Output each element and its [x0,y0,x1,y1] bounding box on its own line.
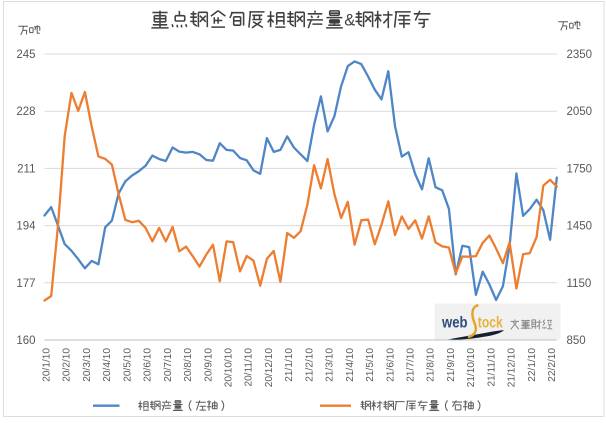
svg-text:20/11/10: 20/11/10 [244,348,255,387]
svg-text:1450: 1450 [567,221,593,233]
svg-text:tock: tock [478,314,503,331]
svg-text:2050: 2050 [567,106,593,118]
svg-text:20/5/10: 20/5/10 [122,348,133,382]
svg-text:21/5/10: 21/5/10 [365,348,376,382]
svg-text:21/2/10: 21/2/10 [304,348,315,382]
svg-text:1150: 1150 [567,278,592,290]
svg-text:20/10/10: 20/10/10 [224,348,235,388]
svg-text:21/12/10: 21/12/10 [507,348,518,388]
svg-text:20/12/10: 20/12/10 [264,348,275,388]
svg-text:21/9/10: 21/9/10 [446,348,457,382]
svg-text:160: 160 [16,335,35,347]
svg-text:&: & [344,12,355,30]
svg-text:20/1/10: 20/1/10 [42,348,53,382]
svg-text:211: 211 [17,163,35,175]
svg-text:20/3/10: 20/3/10 [82,348,93,382]
svg-text:1750: 1750 [567,163,593,175]
svg-text:177: 177 [16,278,35,290]
svg-text:21/7/10: 21/7/10 [406,348,417,382]
svg-text:194: 194 [16,221,36,233]
svg-text:21/3/10: 21/3/10 [325,348,336,382]
svg-text:21/11/10: 21/11/10 [486,348,497,387]
svg-text:20/6/10: 20/6/10 [143,348,154,382]
svg-text:20/4/10: 20/4/10 [102,348,113,382]
svg-text:21/1/10: 21/1/10 [284,348,295,382]
svg-text:20/8/10: 20/8/10 [183,348,194,382]
svg-text:22/1/10: 22/1/10 [527,348,538,382]
svg-text:245: 245 [16,49,35,61]
svg-text:22/2/10: 22/2/10 [547,348,558,382]
svg-text:21/6/10: 21/6/10 [385,348,396,382]
svg-text:228: 228 [16,106,35,118]
svg-text:2350: 2350 [567,49,593,61]
svg-text:21/10/10: 21/10/10 [466,348,477,388]
svg-text:21/4/10: 21/4/10 [345,348,356,382]
svg-text:web: web [441,314,467,331]
svg-text:20/7/10: 20/7/10 [163,348,174,382]
svg-text:20/2/10: 20/2/10 [62,348,73,382]
svg-text:21/8/10: 21/8/10 [426,348,437,382]
svg-text:850: 850 [567,335,586,347]
svg-text:20/9/10: 20/9/10 [203,348,214,382]
